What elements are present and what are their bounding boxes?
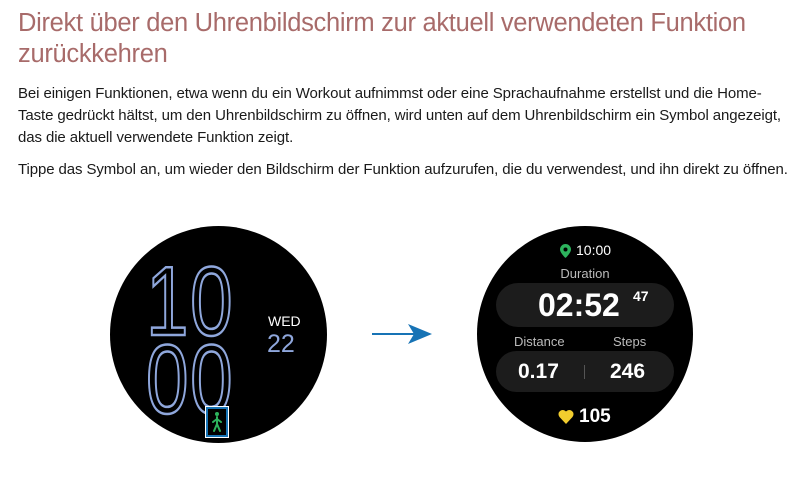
- workout-screen[interactable]: 10:00 Duration 02:52 47 Distance Steps 0…: [477, 226, 693, 442]
- walking-icon: [212, 412, 222, 432]
- heart-rate: 105: [579, 406, 611, 427]
- day: 22: [267, 330, 295, 358]
- current-function-button[interactable]: [205, 406, 229, 438]
- location-pin-icon: [560, 244, 571, 258]
- heart-icon: [558, 409, 574, 424]
- duration-value: 02:52: [538, 287, 620, 323]
- duration-seconds: 47: [633, 288, 649, 304]
- paragraph: Bei einigen Funktionen, etwa wenn du ein…: [18, 85, 781, 146]
- paragraph: Tippe das Symbol an, um wieder den Bilds…: [18, 161, 788, 178]
- hour-digits: 10: [145, 246, 235, 356]
- arrow-right-icon: [372, 324, 432, 344]
- divider: [584, 365, 585, 379]
- stats-panel: 0.17 246: [496, 351, 674, 392]
- steps-label: Steps: [613, 334, 647, 349]
- steps-value: 246: [610, 360, 646, 383]
- clock-time: 10:00: [576, 242, 612, 258]
- watch-face: 10 00 WED 22: [110, 226, 327, 443]
- distance-value: 0.17: [518, 360, 559, 383]
- duration-label: Duration: [560, 266, 610, 281]
- duration-panel: 02:52 47: [496, 283, 674, 327]
- distance-label: Distance: [514, 334, 565, 349]
- page-title: Direkt über den Uhrenbildschirm zur aktu…: [18, 9, 746, 68]
- weekday: WED: [268, 313, 301, 329]
